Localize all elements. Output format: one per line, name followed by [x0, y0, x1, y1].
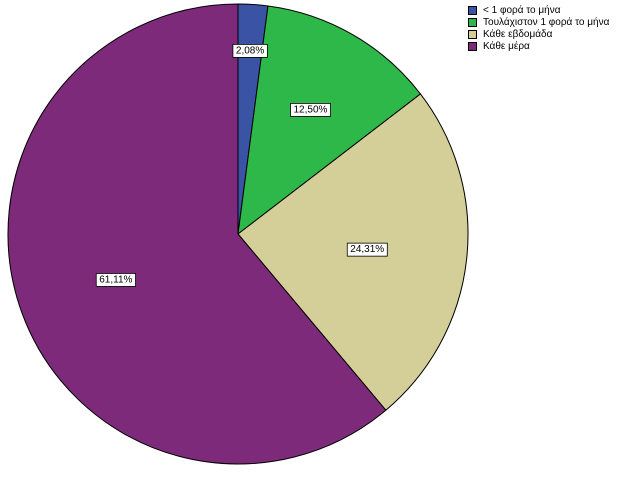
legend-item: < 1 φορά το μήνα [468, 4, 609, 16]
slice-label-box [95, 273, 136, 287]
legend-item: Κάθε μέρα [468, 40, 609, 52]
legend-label: < 1 φορά το μήνα [483, 4, 561, 16]
legend-label: Κάθε εβδομάδα [483, 28, 553, 40]
legend-swatch [468, 29, 477, 39]
legend-swatch [468, 41, 477, 51]
slice-label-box [290, 103, 331, 117]
legend-label: Κάθε μέρα [483, 40, 530, 52]
slice-label-text: 24,31% [350, 244, 384, 255]
slice-label: 24,31% [346, 242, 388, 257]
slice-label: 61,11% [95, 273, 136, 287]
slice-label-box [232, 43, 268, 58]
chart-legend: < 1 φορά το μήνα Τουλάχιστον 1 φορά το μ… [468, 4, 609, 52]
legend-swatch [468, 17, 477, 27]
legend-swatch [468, 5, 477, 15]
slice-label-box [346, 242, 388, 257]
legend-label: Τουλάχιστον 1 φορά το μήνα [483, 16, 610, 28]
slice-label-text: 12,50% [294, 104, 328, 115]
legend-item: Κάθε εβδομάδα [468, 28, 609, 40]
slice-label-text: 61,11% [99, 274, 132, 285]
slice-label: 2,08% [232, 43, 268, 58]
legend-item: Τουλάχιστον 1 φορά το μήνα [468, 16, 609, 28]
slice-label: 12,50% [290, 103, 331, 117]
pie-slice [7, 3, 387, 465]
pie-slice [237, 5, 422, 236]
slice-label-text: 2,08% [236, 45, 264, 56]
